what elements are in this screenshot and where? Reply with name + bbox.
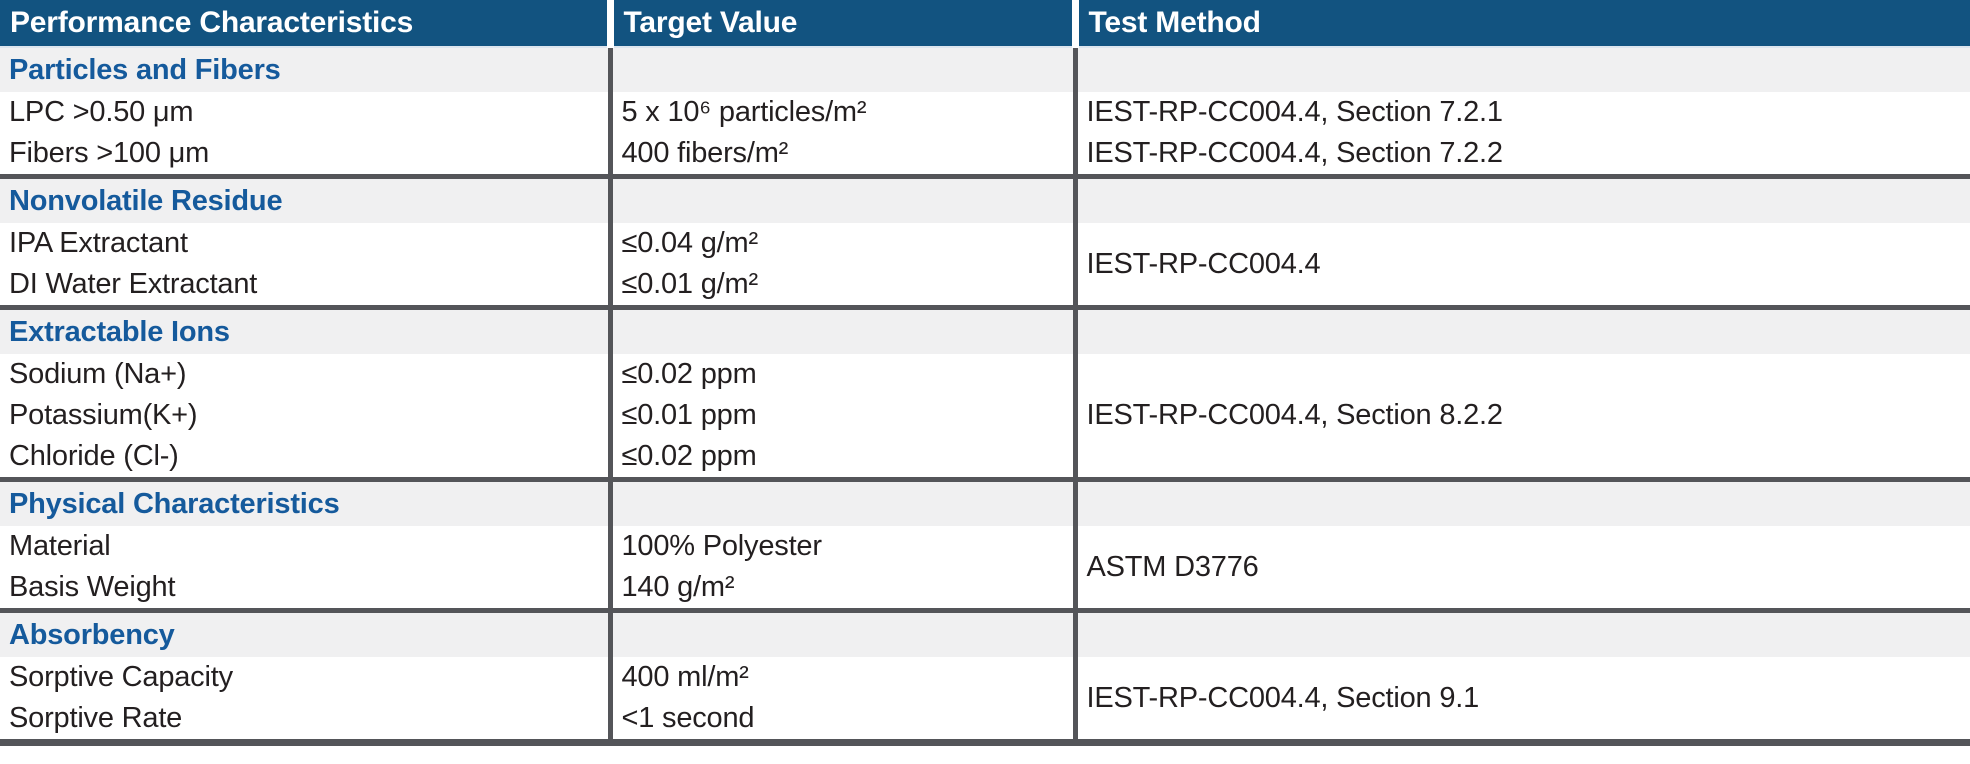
- characteristic-cell: Potassium(K+): [9, 399, 198, 431]
- section-spacer-cell: [607, 305, 1075, 354]
- column-header-performance-characteristics: Performance Characteristics: [0, 0, 610, 48]
- test-method-cell-merged: ASTM D3776: [1072, 526, 1970, 611]
- section-spacer-cell: [1072, 477, 1970, 526]
- section-title: Particles and Fibers: [0, 47, 610, 92]
- characteristic-cell: LPC >0.50 μm: [9, 96, 194, 128]
- characteristic-cell: Material: [9, 530, 111, 562]
- section-spacer-cell: [607, 477, 1075, 526]
- table-row: Potassium(K+) ≤0.01 ppm: [0, 395, 1970, 436]
- section-spacer-cell: [607, 608, 1075, 657]
- section-spacer-cell: [607, 174, 1075, 223]
- test-method-cell-merged: IEST-RP-CC004.4, Section 9.1: [1072, 657, 1970, 743]
- target-value-cell: ≤0.01 g/m²: [607, 264, 1075, 308]
- table-row: Sodium (Na+) ≤0.02 ppm IEST-RP-CC004.4, …: [0, 354, 1970, 480]
- table-row: LPC >0.50 μm 5 x 10⁶ particles/m² IEST-R…: [0, 92, 1970, 133]
- characteristic-cell: Sodium (Na+): [9, 358, 187, 390]
- table-row: Basis Weight 140 g/m²: [0, 567, 1970, 611]
- characteristic-cell: Basis Weight: [9, 571, 176, 603]
- target-value-cell: 400 ml/m²: [607, 657, 1075, 698]
- table-row: Sorptive Rate <1 second: [0, 698, 1970, 743]
- section-spacer-cell: [1072, 305, 1970, 354]
- test-method-cell: IEST-RP-CC004.4, Section 7.2.2: [1072, 133, 1970, 177]
- test-method-cell: IEST-RP-CC004.4, Section 7.2.1: [1072, 92, 1970, 133]
- table-row: Sorptive Capacity 400 ml/m² IEST-RP-CC00…: [0, 657, 1970, 743]
- header-row: Performance Characteristics Target Value…: [0, 0, 1970, 48]
- target-value-cell: ≤0.01 ppm: [607, 395, 1075, 436]
- target-value-cell: 400 fibers/m²: [607, 133, 1075, 177]
- target-value-cell: 5 x 10⁶ particles/m²: [607, 92, 1075, 133]
- spec-table: Performance Characteristics Target Value…: [0, 0, 1970, 746]
- section-header-row: Physical Characteristics: [0, 477, 1970, 526]
- target-value-cell: ≤0.02 ppm: [607, 436, 1075, 480]
- characteristic-cell: IPA Extractant: [9, 227, 188, 259]
- section-title: Extractable Ions: [0, 305, 610, 354]
- table-row: Chloride (Cl-) ≤0.02 ppm: [0, 436, 1970, 480]
- test-method-cell-merged: IEST-RP-CC004.4: [1072, 223, 1970, 308]
- section-header-row: Particles and Fibers: [0, 47, 1970, 92]
- column-header-test-method: Test Method: [1071, 0, 1970, 48]
- target-value-cell: 100% Polyester: [607, 526, 1075, 567]
- table-row: Material 100% Polyester ASTM D3776: [0, 526, 1970, 611]
- characteristic-cell: DI Water Extractant: [9, 268, 258, 300]
- characteristic-cell: Sorptive Capacity: [9, 661, 233, 693]
- section-spacer-cell: [1072, 47, 1970, 92]
- target-value-cell: ≤0.02 ppm: [607, 354, 1075, 395]
- section-header-row: Nonvolatile Residue: [0, 174, 1970, 223]
- table-row: IPA Extractant ≤0.04 g/m² IEST-RP-CC004.…: [0, 223, 1970, 308]
- section-spacer-cell: [1072, 608, 1970, 657]
- section-title: Nonvolatile Residue: [0, 174, 610, 223]
- section-header-row: Absorbency: [0, 608, 1970, 657]
- test-method-cell-merged: IEST-RP-CC004.4, Section 8.2.2: [1072, 354, 1970, 480]
- section-header-row: Extractable Ions: [0, 305, 1970, 354]
- column-header-target-value: Target Value: [606, 0, 1075, 48]
- target-value-cell: <1 second: [607, 698, 1075, 743]
- section-title: Absorbency: [0, 608, 610, 657]
- characteristic-cell: Chloride (Cl-): [9, 440, 179, 472]
- characteristic-cell: Fibers >100 μm: [9, 137, 210, 169]
- section-title: Physical Characteristics: [0, 477, 610, 526]
- table-row: Fibers >100 μm 400 fibers/m² IEST-RP-CC0…: [0, 133, 1970, 177]
- target-value-cell: ≤0.04 g/m²: [607, 223, 1075, 264]
- section-spacer-cell: [607, 47, 1075, 92]
- target-value-cell: 140 g/m²: [607, 567, 1075, 611]
- section-spacer-cell: [1072, 174, 1970, 223]
- characteristic-cell: Sorptive Rate: [9, 702, 183, 734]
- table-row: DI Water Extractant ≤0.01 g/m²: [0, 264, 1970, 308]
